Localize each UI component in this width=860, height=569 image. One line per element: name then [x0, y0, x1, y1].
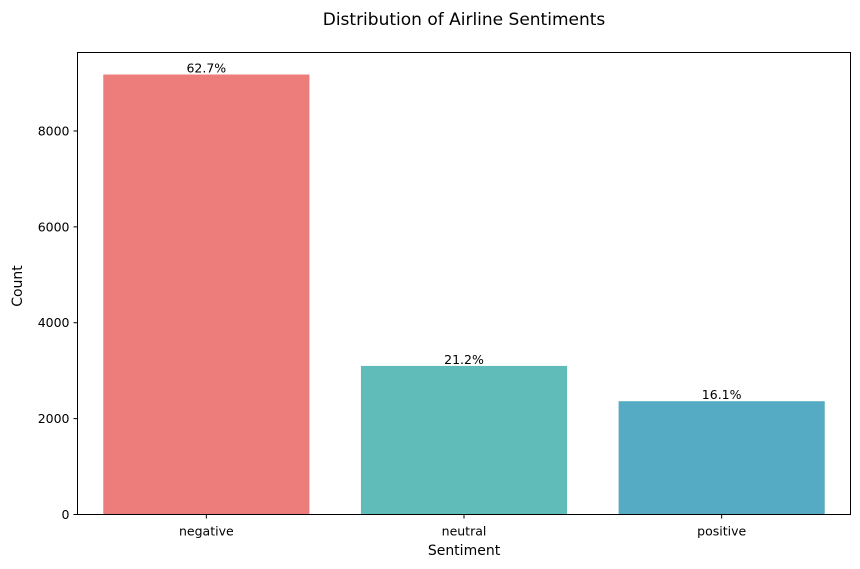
- x-tick-label-negative: negative: [179, 524, 234, 539]
- data-label-positive: 16.1%: [702, 387, 742, 402]
- bar-neutral: [360, 365, 568, 515]
- y-axis-label: Count: [10, 265, 26, 307]
- x-axis-label: Sentiment: [428, 543, 501, 559]
- chart-title: Distribution of Airline Sentiments: [323, 10, 606, 30]
- bar-negative: [103, 74, 310, 515]
- y-tick-label: 2000: [38, 411, 70, 426]
- y-tick-label: 4000: [38, 315, 70, 330]
- ticks-layer: negative neutral positive 0 2000 4000 6000 8000: [38, 123, 747, 538]
- y-tick-label: 0: [62, 507, 70, 522]
- bars-layer: [103, 74, 825, 515]
- x-tick-label-neutral: neutral: [442, 524, 487, 539]
- y-tick-label: 8000: [38, 123, 70, 138]
- x-tick-label-positive: positive: [697, 524, 746, 539]
- data-labels-layer: 62.7% 21.2% 16.1%: [186, 61, 741, 403]
- bar-positive: [618, 401, 825, 515]
- plot-frame: [77, 52, 851, 515]
- y-tick-label: 6000: [38, 219, 70, 234]
- data-label-neutral: 21.2%: [444, 352, 484, 367]
- data-label-negative: 62.7%: [186, 61, 226, 76]
